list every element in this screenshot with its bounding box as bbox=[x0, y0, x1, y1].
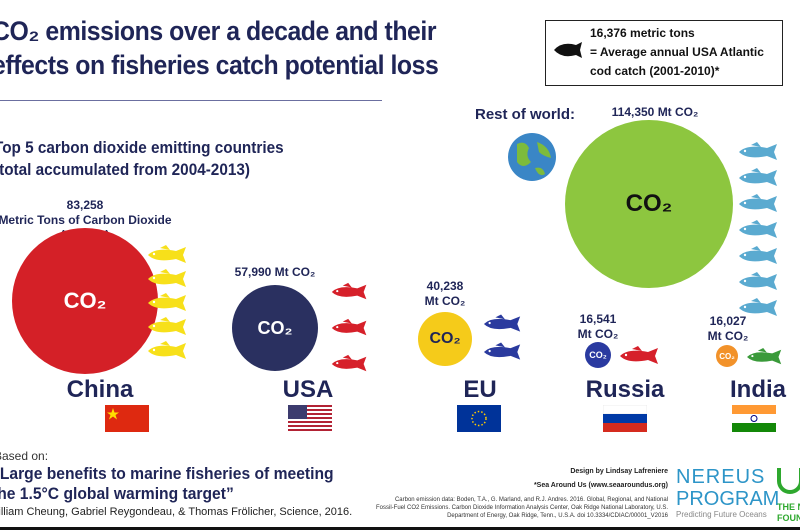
china-flag-icon bbox=[105, 405, 149, 432]
page-title: CO₂ emissions over a decade and their eff… bbox=[0, 16, 439, 80]
china-circle: CO₂ bbox=[12, 228, 158, 374]
country-usa: USA bbox=[282, 376, 334, 403]
india-flag-icon bbox=[732, 405, 776, 432]
world-value: 114,350 Mt CO₂ bbox=[611, 105, 699, 119]
design-credit: Design by Lindsay Lafreniere bbox=[570, 468, 668, 475]
usa-circle: CO₂ bbox=[232, 285, 318, 371]
fish-icon bbox=[620, 346, 658, 364]
world-circle: CO₂ bbox=[565, 120, 733, 288]
nippon-foundation-logo: THE NIFOUND bbox=[777, 502, 800, 523]
fish-icon bbox=[554, 42, 582, 58]
country-eu: EU bbox=[463, 376, 497, 403]
source-citation: Carbon emission data: Boden, T.A., G. Ma… bbox=[375, 497, 668, 519]
fish-icon bbox=[148, 317, 186, 335]
fish-icon bbox=[148, 269, 186, 287]
divider bbox=[0, 100, 382, 101]
eu-value: 40,238 Mt CO₂ bbox=[424, 279, 466, 308]
fish-icon bbox=[747, 348, 782, 365]
eu-flag-icon bbox=[457, 405, 501, 432]
fish-icon bbox=[739, 220, 777, 238]
fish-icon bbox=[739, 194, 777, 212]
eu-circle: CO₂ bbox=[418, 312, 472, 366]
sea-around-us: *Sea Around Us (www.seaaroundus.org) bbox=[533, 482, 668, 489]
fish-icon bbox=[739, 246, 777, 264]
rest-of-world-label: Rest of world: bbox=[475, 106, 575, 123]
fish-icon bbox=[331, 282, 367, 300]
paper-authors: William Cheung, Gabriel Reygondeau, & Th… bbox=[0, 506, 353, 518]
usa-value: 57,990 Mt CO₂ bbox=[234, 265, 316, 279]
country-china: China bbox=[66, 376, 134, 403]
russia-flag-icon bbox=[603, 405, 647, 432]
russia-value: 16,541 Mt CO₂ bbox=[577, 312, 619, 341]
bottom-border bbox=[0, 527, 800, 530]
fish-icon bbox=[148, 245, 186, 263]
fish-icon bbox=[739, 168, 777, 186]
fish-icon bbox=[739, 272, 777, 290]
fish-icon bbox=[483, 314, 521, 332]
subtitle: Top 5 carbon dioxide emitting countries(… bbox=[0, 138, 284, 179]
globe-icon bbox=[508, 133, 556, 181]
paper-title: “Large benefits to marine fisheries of m… bbox=[0, 464, 334, 503]
usa-flag-icon bbox=[288, 405, 332, 432]
fish-icon bbox=[331, 318, 367, 336]
legend-box: 16,376 metric tons = Average annual USA A… bbox=[545, 20, 783, 86]
based-on-label: Based on: bbox=[0, 449, 49, 463]
fish-icon bbox=[148, 341, 186, 359]
fish-icon bbox=[739, 298, 777, 316]
india-value: 16,027 Mt CO₂ bbox=[707, 314, 749, 343]
india-circle: CO₂ bbox=[716, 345, 738, 367]
nippon-logo-icon bbox=[777, 468, 800, 494]
country-russia: Russia bbox=[585, 376, 665, 403]
russia-circle: CO₂ bbox=[585, 342, 611, 368]
fish-icon bbox=[739, 142, 777, 160]
fish-icon bbox=[331, 354, 367, 372]
fish-icon bbox=[483, 342, 521, 360]
nereus-logo: NEREUS PROGRAM Predicting Future Oceans bbox=[676, 466, 780, 519]
fish-icon bbox=[148, 293, 186, 311]
country-india: India bbox=[729, 376, 786, 403]
